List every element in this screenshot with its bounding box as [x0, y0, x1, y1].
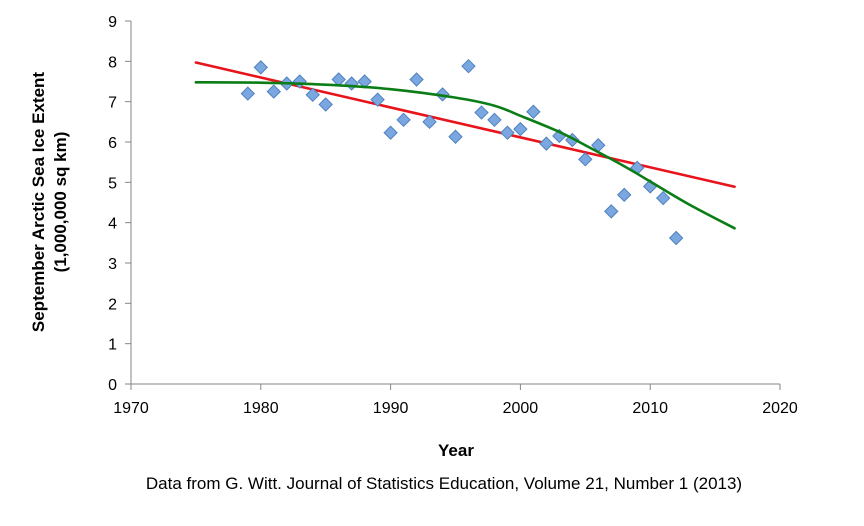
y-tick-label: 6 — [108, 135, 117, 152]
data-point — [318, 97, 333, 112]
x-tick-label: 1980 — [243, 400, 279, 417]
data-point — [344, 76, 359, 91]
data-point — [617, 187, 632, 203]
y-tick-label: 2 — [108, 296, 117, 313]
data-point — [539, 136, 554, 151]
y-tick-label: 1 — [108, 337, 117, 354]
data-point — [668, 230, 684, 246]
data-point — [253, 60, 269, 75]
chart-caption: Data from G. Witt. Journal of Statistics… — [146, 474, 742, 493]
data-point — [474, 105, 489, 120]
data-point — [396, 112, 411, 128]
y-axis-title-line1: September Arctic Sea Ice Extent — [29, 72, 48, 332]
y-axis-title: September Arctic Sea Ice Extent (1,000,0… — [29, 72, 70, 332]
y-tick-label: 5 — [108, 175, 117, 192]
y-tick-label: 0 — [108, 377, 117, 394]
x-axis-title: Year — [438, 441, 474, 460]
data-point — [422, 114, 437, 130]
y-tick-label: 9 — [108, 14, 117, 31]
smooth-trend-line — [194, 81, 736, 230]
data-point — [266, 84, 281, 99]
data-point — [526, 104, 541, 119]
fit-lines — [194, 61, 736, 189]
data-point — [604, 204, 619, 219]
data-point — [305, 87, 320, 103]
data-point — [383, 125, 398, 140]
y-tick-label: 3 — [108, 256, 117, 273]
y-tick-label: 7 — [108, 95, 117, 112]
data-point — [240, 86, 256, 101]
data-point — [655, 190, 671, 206]
data-point — [370, 92, 385, 107]
data-point — [500, 125, 515, 140]
data-point — [461, 58, 476, 74]
data-point — [513, 121, 528, 137]
y-axis: 0 1 2 3 4 5 6 7 8 9 — [108, 14, 132, 394]
y-tick-label: 8 — [108, 54, 117, 71]
data-points — [240, 58, 684, 246]
data-point — [487, 112, 502, 128]
y-axis-title-line2: (1,000,000 sq km) — [51, 132, 70, 273]
x-axis: 1970 1980 1990 2000 2010 2020 — [113, 383, 798, 417]
data-point — [448, 129, 463, 144]
x-tick-label: 1990 — [373, 400, 409, 417]
data-point — [578, 152, 593, 167]
data-point — [409, 72, 424, 87]
linear-trend-line — [194, 61, 736, 189]
x-tick-label: 1970 — [113, 400, 149, 417]
x-tick-label: 2020 — [762, 400, 798, 417]
x-tick-label: 2000 — [503, 400, 539, 417]
y-tick-label: 4 — [108, 216, 117, 233]
x-tick-label: 2010 — [632, 400, 668, 417]
